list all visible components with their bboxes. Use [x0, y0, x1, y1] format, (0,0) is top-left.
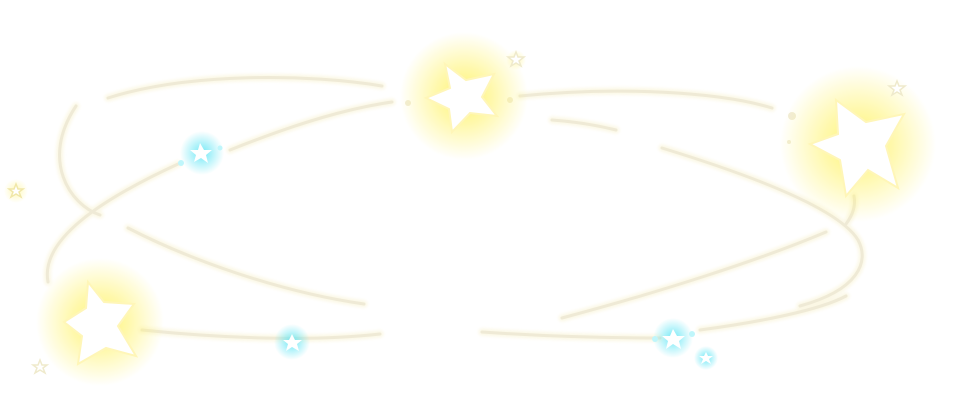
small-star-icon: [30, 357, 50, 375]
small-star-icon: [505, 49, 527, 68]
sparkle-bottom-right-small: [694, 346, 718, 370]
star-bottom-left: [36, 258, 164, 386]
small-star-top: [505, 49, 527, 70]
star-icon: [423, 61, 500, 135]
star-icon: [62, 279, 139, 366]
small-star-left: [4, 179, 28, 203]
small-star-bottom-left: [30, 357, 50, 375]
small-stars: [4, 49, 908, 375]
sparkle-bottom-right: [652, 318, 695, 358]
sparkle-bottom-mid: [274, 324, 310, 360]
small-star-icon: [6, 181, 26, 199]
star-top-center: [400, 32, 528, 160]
small-star-icon: [886, 78, 908, 97]
sparkle-left: [178, 131, 224, 175]
sparkle-star-icon: [662, 329, 685, 349]
star-top-right: [780, 66, 936, 222]
star-icon: [807, 97, 906, 199]
sparkle-star-icon: [190, 143, 212, 163]
sparkle-star-icon: [283, 334, 302, 351]
cyan-sparkles: [178, 131, 718, 370]
sparkle-star-icon: [699, 352, 713, 364]
small-star-top-right: [886, 78, 908, 97]
